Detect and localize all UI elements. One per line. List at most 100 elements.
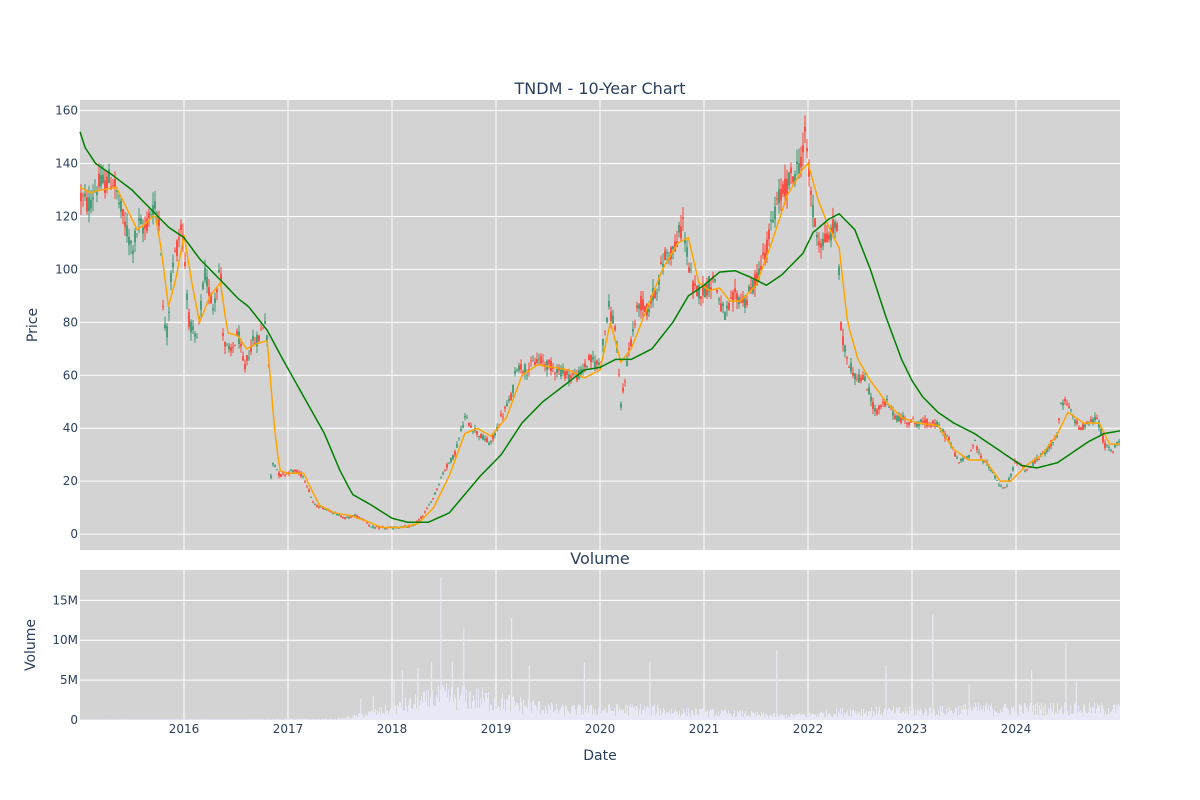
volume-bar <box>785 717 786 720</box>
candle-up <box>798 148 800 179</box>
volume-bar <box>823 712 824 720</box>
volume-bar <box>438 685 439 720</box>
volume-bar <box>853 709 854 720</box>
volume-bar <box>1068 714 1069 720</box>
volume-bar <box>746 715 747 720</box>
candle-up <box>770 211 772 231</box>
volume-bar <box>225 719 226 720</box>
volume-bar <box>770 715 771 720</box>
volume-bar <box>618 711 619 720</box>
volume-bar <box>266 719 267 720</box>
volume-bar <box>211 719 212 720</box>
volume-bar <box>849 716 850 720</box>
volume-bar <box>489 711 490 720</box>
volume-bar <box>420 700 421 720</box>
volume-bar <box>1019 703 1020 720</box>
candle-up <box>218 263 220 274</box>
candle-up <box>442 471 444 476</box>
volume-bar <box>338 718 339 720</box>
volume-bar <box>349 717 350 720</box>
volume-bar <box>253 719 254 720</box>
volume-bar <box>1083 704 1084 720</box>
candle-down <box>554 371 556 381</box>
volume-bar <box>212 719 213 720</box>
volume-bar <box>942 706 943 720</box>
candle-down <box>262 326 264 330</box>
candle-up <box>626 354 628 367</box>
volume-bar <box>1109 714 1110 720</box>
candle-up <box>1084 424 1086 430</box>
candle-up <box>678 221 680 238</box>
volume-bar <box>1028 712 1029 720</box>
volume-bar <box>281 719 282 720</box>
price-chart-title: TNDM - 10-Year Chart <box>514 79 686 98</box>
volume-bar <box>563 706 564 720</box>
candle-down <box>178 229 180 248</box>
volume-bar <box>899 707 900 720</box>
volume-bar <box>844 712 845 720</box>
volume-bar <box>724 709 725 720</box>
volume-bar <box>982 709 983 720</box>
volume-bar <box>765 713 766 720</box>
candle-down <box>972 444 974 450</box>
candle-up <box>370 526 372 528</box>
candle-down <box>682 207 684 231</box>
volume-bar <box>951 710 952 720</box>
volume-bar <box>472 701 473 720</box>
candle-up <box>830 224 832 248</box>
volume-y-tick-label: 10M <box>52 633 78 647</box>
volume-bar <box>674 711 675 720</box>
candle-down <box>636 301 638 312</box>
volume-bar <box>972 709 973 720</box>
volume-bar <box>387 711 388 720</box>
volume-bar <box>1047 713 1048 720</box>
volume-bar <box>547 713 548 720</box>
volume-bar <box>752 712 753 720</box>
volume-bar <box>1114 703 1115 720</box>
volume-bar <box>995 711 996 720</box>
volume-bar <box>819 713 820 720</box>
volume-bar <box>877 713 878 720</box>
volume-bar <box>369 711 370 720</box>
candle-down <box>368 524 370 527</box>
volume-bar <box>725 709 726 720</box>
volume-bar <box>296 718 297 720</box>
volume-bar <box>510 711 511 720</box>
candle-up <box>608 294 610 310</box>
volume-bar <box>180 719 181 720</box>
candle-down <box>786 169 788 209</box>
volume-bar <box>378 713 379 720</box>
candle-down <box>480 433 482 439</box>
volume-bar <box>117 719 118 720</box>
volume-bar <box>787 717 788 720</box>
volume-bar <box>1008 709 1009 720</box>
volume-bar <box>973 706 974 720</box>
volume-bar <box>228 719 229 720</box>
volume-bar <box>1003 706 1004 720</box>
volume-bar <box>937 714 938 720</box>
volume-bar <box>740 710 741 720</box>
volume-y-axis-title: Volume <box>23 619 39 671</box>
candle-up <box>132 245 134 263</box>
candle-up <box>524 362 526 380</box>
candle-down <box>1090 415 1092 422</box>
candle-down <box>80 184 82 215</box>
price-y-tick-label: 20 <box>63 474 78 488</box>
volume-bar <box>371 711 372 720</box>
volume-bar <box>921 710 922 720</box>
volume-bar <box>926 710 927 720</box>
volume-bar <box>604 710 605 720</box>
candle-down <box>424 510 426 514</box>
volume-bar <box>245 719 246 720</box>
volume-bar <box>385 704 386 720</box>
candle-down <box>842 328 844 352</box>
volume-bar <box>614 707 615 720</box>
volume-bar <box>105 719 106 720</box>
volume-bar <box>569 713 570 720</box>
candle-down <box>654 289 656 299</box>
volume-bar <box>1112 709 1113 720</box>
volume-bar <box>1032 712 1033 720</box>
volume-bar <box>1048 708 1049 720</box>
volume-bar <box>509 695 510 720</box>
volume-bar <box>411 707 412 720</box>
